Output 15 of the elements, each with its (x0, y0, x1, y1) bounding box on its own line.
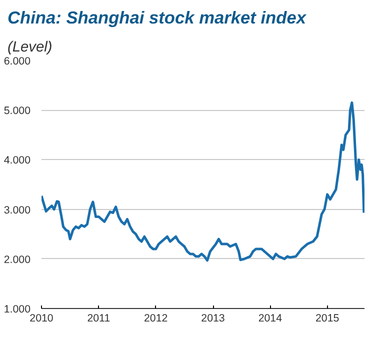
x-tick-label: 2010 (30, 312, 54, 324)
line-series (42, 101, 364, 262)
x-tick-label: 2011 (87, 312, 110, 324)
x-tick-label: 2013 (201, 312, 225, 324)
chart-subtitle: (Level) (8, 40, 52, 56)
y-tick-label: 6.000 (4, 56, 31, 68)
x-tick-label: 2014 (258, 312, 282, 324)
chart-title: China: Shanghai stock market index (8, 8, 308, 28)
y-tick-label: 5.000 (4, 105, 31, 118)
y-tick-label: 3.000 (4, 204, 31, 216)
y-tick-label: 4.000 (4, 154, 31, 167)
x-tick-label: 2015 (315, 312, 340, 324)
x-tick-label: 2012 (144, 312, 168, 324)
y-tick-label: 1.000 (4, 304, 31, 316)
y-tick-label: 2.000 (4, 254, 31, 266)
